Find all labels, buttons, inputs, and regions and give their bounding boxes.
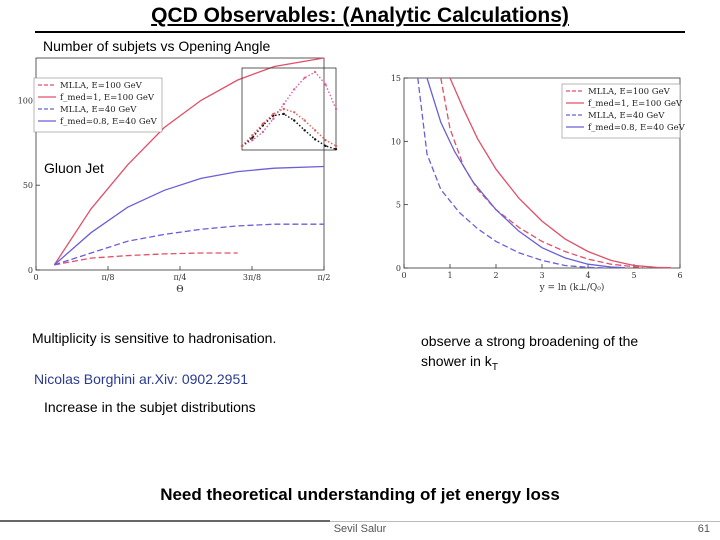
y-tick-label: 0 bbox=[28, 266, 33, 275]
data-point bbox=[251, 138, 254, 142]
y-tick-label: 0 bbox=[396, 264, 401, 273]
series-line-3 bbox=[417, 77, 607, 269]
y-tick-label: 50 bbox=[23, 181, 33, 190]
x-tick-label: 1 bbox=[447, 271, 452, 280]
broadening-line-1: observe a strong broadening of the bbox=[421, 333, 639, 349]
series-line-2 bbox=[449, 77, 671, 269]
subjet-note: Increase in the subjet distributions bbox=[44, 399, 256, 415]
legend-label: f_med=1, E=100 GeV bbox=[588, 99, 683, 109]
data-point bbox=[324, 144, 327, 148]
legend-label: f_med=0.8, E=40 GeV bbox=[588, 123, 686, 133]
data-point bbox=[334, 144, 338, 148]
series-line-1 bbox=[440, 77, 644, 269]
inset-distribution-chart bbox=[240, 67, 338, 151]
y-tick-label: 100 bbox=[18, 96, 33, 105]
data-point bbox=[334, 147, 338, 151]
legend-box bbox=[33, 77, 163, 133]
subjets-vs-angle-chart: 0 π/8 π/4 3π/8 π/2 0 50 100 Θ MLLA, E=100 GeV f_m… bbox=[18, 57, 331, 295]
data-point bbox=[313, 70, 317, 74]
gluon-jet-label: Gluon Jet bbox=[44, 160, 104, 176]
series-line-1 bbox=[241, 71, 337, 147]
broadening-line-2: shower in kT bbox=[421, 353, 498, 373]
series-line-1 bbox=[54, 252, 238, 266]
data-point bbox=[282, 112, 285, 116]
data-point bbox=[324, 138, 327, 142]
data-point bbox=[272, 114, 275, 117]
left-plot-caption: Number of subjets vs Opening Angle bbox=[43, 38, 271, 54]
y-tick-label: 10 bbox=[391, 137, 401, 146]
x-tick-label: 3π/8 bbox=[243, 273, 261, 282]
reference-id[interactable]: 0902.2951 bbox=[181, 371, 249, 387]
series-line-2 bbox=[53, 57, 325, 266]
kt-distribution-chart: 0 1 2 3 4 5 6 0 5 10 15 y = ln (k⊥/Q₀) MLLA, E=100 … bbox=[391, 74, 686, 293]
data-point bbox=[261, 130, 265, 134]
data-point bbox=[251, 136, 254, 139]
legend-label: f_med=1, E=100 GeV bbox=[60, 93, 155, 103]
slide-title: QCD Observables: (Analytic Calculations) bbox=[151, 4, 569, 27]
series-line-3 bbox=[241, 108, 337, 147]
conclusion-text: Need theoretical understanding of jet en… bbox=[160, 485, 560, 504]
x-tick-label: 3 bbox=[539, 271, 544, 280]
data-point bbox=[324, 83, 327, 86]
data-point bbox=[240, 144, 244, 148]
x-tick-label: 5 bbox=[631, 271, 636, 280]
data-point bbox=[334, 107, 338, 111]
x-axis-label: Θ bbox=[176, 285, 183, 295]
x-tick-label: π/2 bbox=[317, 273, 330, 282]
broadening-note: observe a strong broadening of the showe… bbox=[421, 331, 638, 378]
series-line-4 bbox=[426, 77, 625, 269]
x-tick-label: π/8 bbox=[101, 273, 114, 282]
multiplicity-note: Multiplicity is sensitive to hadronisati… bbox=[32, 330, 277, 346]
reference-citation: Nicolas Borghini ar.Xiv: 0902.2951 bbox=[34, 371, 248, 387]
legend-label: MLLA, E=100 GeV bbox=[60, 81, 143, 91]
data-point bbox=[303, 76, 306, 80]
footer-divider-accent bbox=[0, 520, 330, 522]
x-tick-label: 0 bbox=[401, 271, 406, 280]
page-number: 61 bbox=[697, 523, 710, 535]
legend-label: MLLA, E=40 GeV bbox=[588, 111, 665, 121]
footer-divider bbox=[0, 521, 720, 522]
series-line-2 bbox=[241, 113, 337, 150]
data-point bbox=[272, 117, 275, 121]
data-point bbox=[251, 134, 254, 137]
data-point bbox=[293, 111, 296, 114]
data-point bbox=[282, 107, 285, 111]
series-line-3 bbox=[54, 223, 324, 266]
data-point bbox=[313, 138, 317, 141]
data-point bbox=[293, 88, 296, 91]
x-tick-label: π/4 bbox=[173, 273, 186, 282]
x-tick-label: 0 bbox=[33, 273, 38, 282]
data-point bbox=[303, 129, 306, 132]
data-point bbox=[272, 112, 275, 116]
y-tick-label: 15 bbox=[391, 74, 401, 83]
data-point bbox=[303, 119, 306, 122]
reference-prefix: Nicolas Borghini ar.Xiv: bbox=[34, 371, 182, 387]
y-tick-label: 5 bbox=[396, 201, 401, 210]
title-underline bbox=[35, 31, 685, 33]
data-point bbox=[293, 119, 296, 122]
legend-box bbox=[561, 83, 681, 139]
x-tick-label: 6 bbox=[677, 271, 682, 280]
kt-subscript: T bbox=[491, 361, 498, 373]
data-point bbox=[282, 102, 285, 106]
data-point bbox=[261, 122, 265, 125]
series-line-4 bbox=[53, 165, 324, 266]
legend-label: f_med=0.8, E=40 GeV bbox=[60, 117, 158, 127]
x-axis-label: y = ln (k⊥/Q₀) bbox=[539, 282, 605, 293]
data-point bbox=[313, 129, 317, 132]
legend-label: MLLA, E=100 GeV bbox=[588, 87, 671, 97]
x-tick-label: 2 bbox=[493, 271, 498, 280]
x-tick-label: 4 bbox=[585, 271, 590, 280]
presenter-name: Sevil Salur bbox=[333, 523, 387, 535]
legend-label: MLLA, E=40 GeV bbox=[60, 105, 137, 115]
